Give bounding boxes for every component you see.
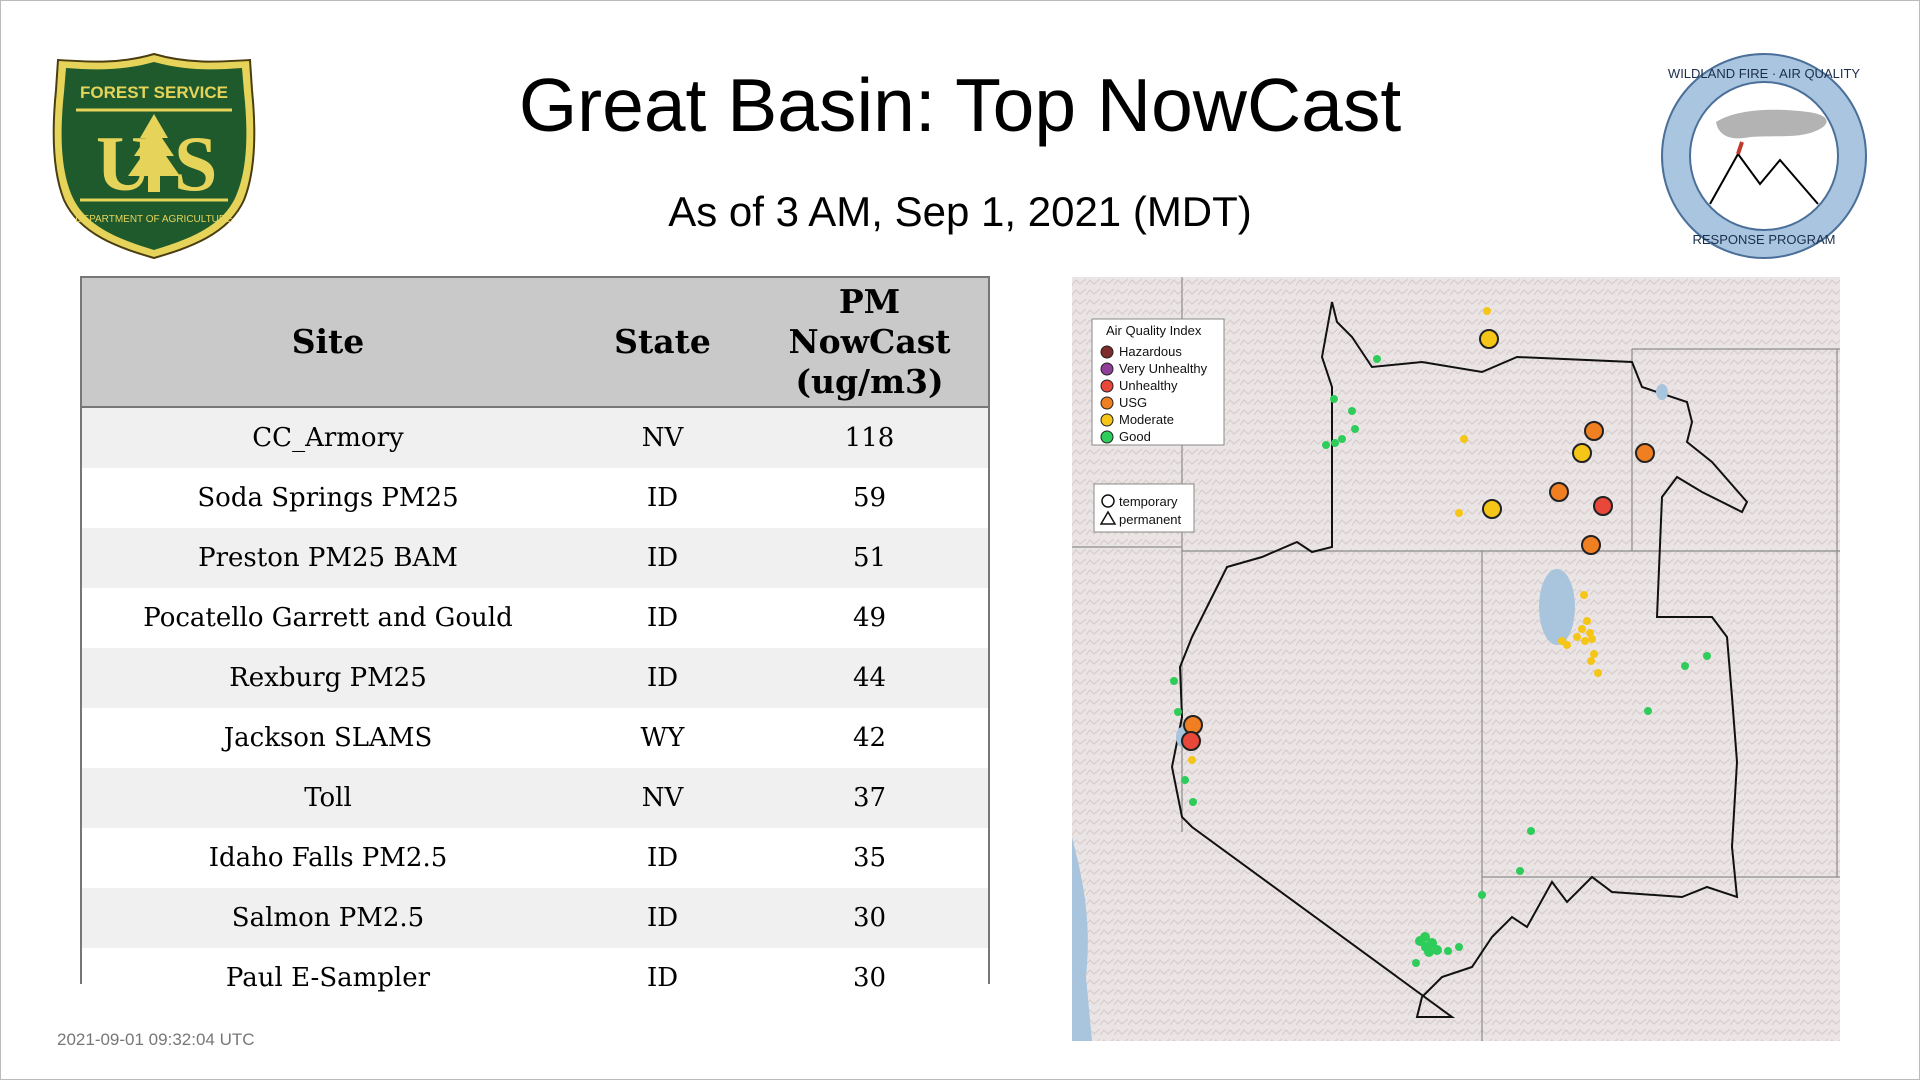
aqi-legend: Air Quality Index Hazardous Very Unhealt… [1091, 318, 1225, 446]
wildland-fire-logo-top-text: WILDLAND FIRE · AIR QUALITY [1668, 66, 1860, 81]
moderate-small-sites [1188, 307, 1602, 764]
unhealthy-swatch [1100, 379, 1114, 393]
ocean [1072, 837, 1092, 1041]
generated-timestamp: 2021-09-01 09:32:04 UTC [57, 1030, 255, 1049]
site-cell: Jackson SLAMS [82, 708, 574, 768]
forest-service-logo-bottom-text: DEPARTMENT OF AGRICULTURE [75, 214, 233, 225]
state-cell: ID [574, 648, 751, 708]
wildland-fire-logo: WILDLAND FIRE · AIR QUALITY RESPONSE PRO… [1661, 53, 1867, 259]
page-title: Great Basin: Top NowCast [518, 63, 1402, 147]
site-cell: Salmon PM2.5 [82, 888, 574, 948]
state-cell: ID [574, 828, 751, 888]
header-pm-nowcast: PM NowCast (ug/m3) [751, 278, 988, 408]
aqi-legend-item: Moderate [1119, 412, 1174, 427]
aqi-legend-title: Air Quality Index [1106, 323, 1202, 338]
site-type-legend-item: temporary [1119, 494, 1178, 509]
site-cell: Preston PM25 BAM [82, 528, 574, 588]
table-row: Soda Springs PM25 ID 59 [82, 468, 988, 528]
value-cell: 37 [751, 768, 988, 828]
aqi-legend-item: Good [1119, 429, 1151, 444]
table-row: Idaho Falls PM2.5 ID 35 [82, 828, 988, 888]
table-header-row: Site State PM NowCast (ug/m3) [82, 278, 988, 408]
value-cell: 42 [751, 708, 988, 768]
header-state: State [574, 278, 751, 408]
nowcast-table: Site State PM NowCast (ug/m3) CC_Armory N… [80, 276, 990, 1008]
value-cell: 30 [751, 948, 988, 1008]
table-row: Pocatello Garrett and Gould ID 49 [82, 588, 988, 648]
value-cell: 49 [751, 588, 988, 648]
header-pm-nowcast-text: PM NowCast (ug/m3) [788, 282, 951, 401]
state-cell: WY [574, 708, 751, 768]
site-cell: CC_Armory [82, 407, 574, 468]
site-type-legend-item: permanent [1119, 512, 1182, 527]
state-cell: ID [574, 888, 751, 948]
site-cell: Paul E-Sampler [82, 948, 574, 1008]
moderate-swatch [1100, 413, 1114, 427]
state-cell: ID [574, 528, 751, 588]
temporary-circle-icon [1101, 494, 1115, 508]
table-row: Toll NV 37 [82, 768, 988, 828]
value-cell: 30 [751, 888, 988, 948]
great-basin-boundary [1170, 301, 1749, 1018]
large-sites [1181, 329, 1655, 751]
state-cell: NV [574, 768, 751, 828]
site-cell: Pocatello Garrett and Gould [82, 588, 574, 648]
state-boundaries [1072, 277, 1840, 1041]
site-cell: Toll [82, 768, 574, 828]
aqi-legend-item: Hazardous [1119, 344, 1182, 359]
air-quality-map: Air Quality Index Hazardous Very Unhealt… [1072, 277, 1840, 1041]
forest-service-logo: FOREST SERVICE U S DEPARTMENT OF AGRICUL… [52, 52, 256, 260]
permanent-triangle-icon [1099, 510, 1117, 525]
table-row: CC_Armory NV 118 [82, 407, 988, 468]
site-type-legend: temporary permanent [1093, 483, 1195, 533]
good-swatch [1100, 430, 1114, 444]
value-cell: 35 [751, 828, 988, 888]
state-cell: ID [574, 468, 751, 528]
aqi-legend-item: Unhealthy [1119, 378, 1178, 393]
value-cell: 44 [751, 648, 988, 708]
great-salt-lake [1539, 569, 1575, 645]
site-cell: Soda Springs PM25 [82, 468, 574, 528]
state-cell: ID [574, 588, 751, 648]
forest-service-logo-top-text: FOREST SERVICE [80, 83, 228, 102]
hazardous-swatch [1100, 345, 1114, 359]
state-cell: NV [574, 407, 751, 468]
table-row: Jackson SLAMS WY 42 [82, 708, 988, 768]
very-unhealthy-swatch [1100, 362, 1114, 376]
usg-swatch [1100, 396, 1114, 410]
site-cell: Rexburg PM25 [82, 648, 574, 708]
aqi-legend-item: USG [1119, 395, 1147, 410]
value-cell: 51 [751, 528, 988, 588]
state-cell: ID [574, 948, 751, 1008]
lake [1656, 384, 1668, 400]
value-cell: 59 [751, 468, 988, 528]
wildland-fire-logo-bottom-text: RESPONSE PROGRAM [1692, 232, 1835, 247]
aqi-legend-item: Very Unhealthy [1119, 361, 1208, 376]
good-sites [1170, 355, 1711, 967]
value-cell: 118 [751, 407, 988, 468]
header-site: Site [82, 278, 574, 408]
site-cell: Idaho Falls PM2.5 [82, 828, 574, 888]
table-row: Preston PM25 BAM ID 51 [82, 528, 988, 588]
table-row: Paul E-Sampler ID 30 [82, 948, 988, 1008]
table-row: Rexburg PM25 ID 44 [82, 648, 988, 708]
table-row: Salmon PM2.5 ID 30 [82, 888, 988, 948]
page-subtitle: As of 3 AM, Sep 1, 2021 (MDT) [668, 188, 1252, 235]
pine-tree-icon [128, 114, 180, 192]
forest-service-logo-letter-s: S [174, 120, 217, 207]
